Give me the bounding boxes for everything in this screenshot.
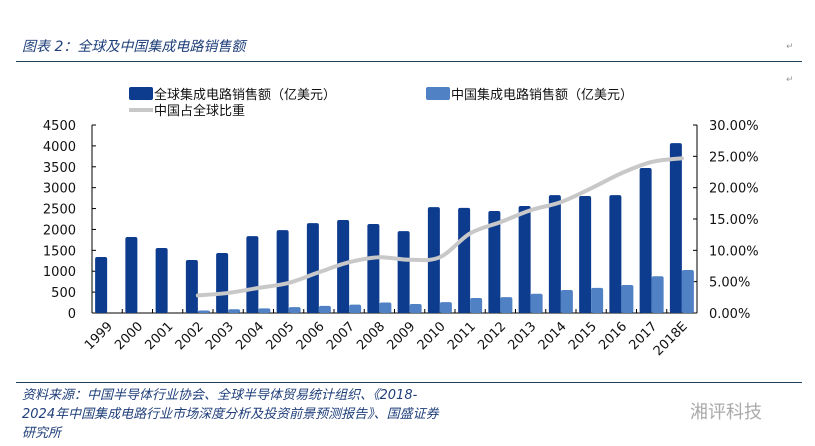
left-tick-label: 2500 [43,203,76,218]
global-sales-bar [639,168,652,313]
china-sales-bar [621,285,634,313]
left-tick-label: 0 [68,307,76,322]
source-divider [16,382,802,383]
left-tick-label: 1500 [43,244,76,259]
right-tick-label: 5.00% [709,276,750,291]
x-tick-label: 2010 [415,319,449,353]
global-sales-bar [306,223,319,313]
right-tick-label: 0.00% [709,307,750,322]
x-tick-label: 2014 [536,319,570,353]
global-sales-bar [246,236,259,313]
china-share-line [195,156,684,298]
global-sales-bar [458,207,471,313]
left-tick-label: 3500 [43,161,76,176]
left-tick-label: 1000 [43,265,76,280]
right-tick-label: 25.00% [709,150,759,165]
legend-global-label: 全球集成电路销售额（亿美元） [154,87,336,103]
x-tick-label: 2006 [294,319,328,353]
x-tick-label: 1999 [82,319,116,353]
x-tick-label: 2001 [142,319,176,353]
x-tick-label: 2015 [566,319,600,353]
global-sales-bar [488,211,501,313]
paragraph-mark-icon: ↵ [786,42,794,52]
legend-china-swatch [426,87,450,100]
china-sales-bar [379,302,392,313]
right-tick-label: 15.00% [709,213,759,228]
x-tick-label: 2011 [445,319,479,353]
x-tick-label: 2004 [233,319,267,353]
china-sales-bar [651,276,664,313]
global-sales-bar [669,143,682,313]
global-sales-bar [95,257,108,313]
paragraph-mark-icon: ↵ [786,75,794,85]
left-tick-label: 4000 [43,140,76,155]
china-sales-bar [197,310,210,313]
global-sales-bar [155,248,168,313]
china-sales-bar [591,287,604,313]
china-sales-bar [318,305,331,313]
x-tick-label: 2012 [475,319,509,353]
china-sales-bar [228,309,241,313]
china-sales-bar [500,297,513,313]
source-note: 资料来源：中国半导体行业协会、全球半导体贸易统计组织、《2018-2024年中国… [22,388,439,441]
x-tick-label: 2009 [384,319,418,353]
x-tick-label: 2013 [505,319,539,353]
chart: 0 500 1000 1500 2000 2500 3000 3500 4000 4500 0.00… [43,87,759,359]
right-tick-label: 30.00% [709,119,759,134]
global-sales-bar [579,196,592,313]
global-sales-bar [397,231,410,313]
figure-title: 图表 2：全球及中国集成电路销售额 [22,39,246,55]
global-sales-bar [125,236,138,313]
china-sales-bar [258,308,271,313]
left-tick-label: 3000 [43,182,76,197]
china-sales-bar [439,302,452,313]
x-tick-label: 2008 [354,319,388,353]
left-tick-label: 500 [51,286,76,301]
x-tick-label: 2003 [203,319,237,353]
x-tick-label: 2002 [173,319,207,353]
china-sales-bar [530,293,543,313]
x-tick-label: 2016 [596,319,630,353]
china-sales-bar [681,269,694,313]
global-sales-bar [216,253,229,313]
china-sales-bar [288,307,301,313]
x-tick-label: 2005 [263,319,297,353]
china-sales-bar [409,304,422,313]
legend-global-swatch [129,87,153,100]
legend-china-label: 中国集成电路销售额（亿美元） [451,87,633,103]
global-sales-bar [185,259,198,313]
china-sales-bar [560,290,573,313]
china-sales-bar [470,297,483,313]
china-sales-bar [349,304,362,313]
left-tick-label: 2000 [43,223,76,238]
x-tick-label: 2007 [324,319,358,353]
global-sales-bar [518,206,531,313]
global-sales-bar [337,220,350,313]
global-sales-bar [367,224,380,313]
global-sales-bar [609,195,622,313]
x-tick-label: 2000 [112,319,146,353]
right-tick-label: 10.00% [709,244,759,259]
legend-share-label: 中国占全球比重 [154,103,245,119]
left-tick-label: 4500 [43,119,76,134]
right-tick-label: 20.00% [709,182,759,197]
global-sales-bar [548,195,561,313]
watermark: 湘评科技 [690,402,762,423]
global-sales-bar [276,230,289,313]
x-tick-label: 2018E [651,319,691,359]
title-divider [16,61,802,62]
